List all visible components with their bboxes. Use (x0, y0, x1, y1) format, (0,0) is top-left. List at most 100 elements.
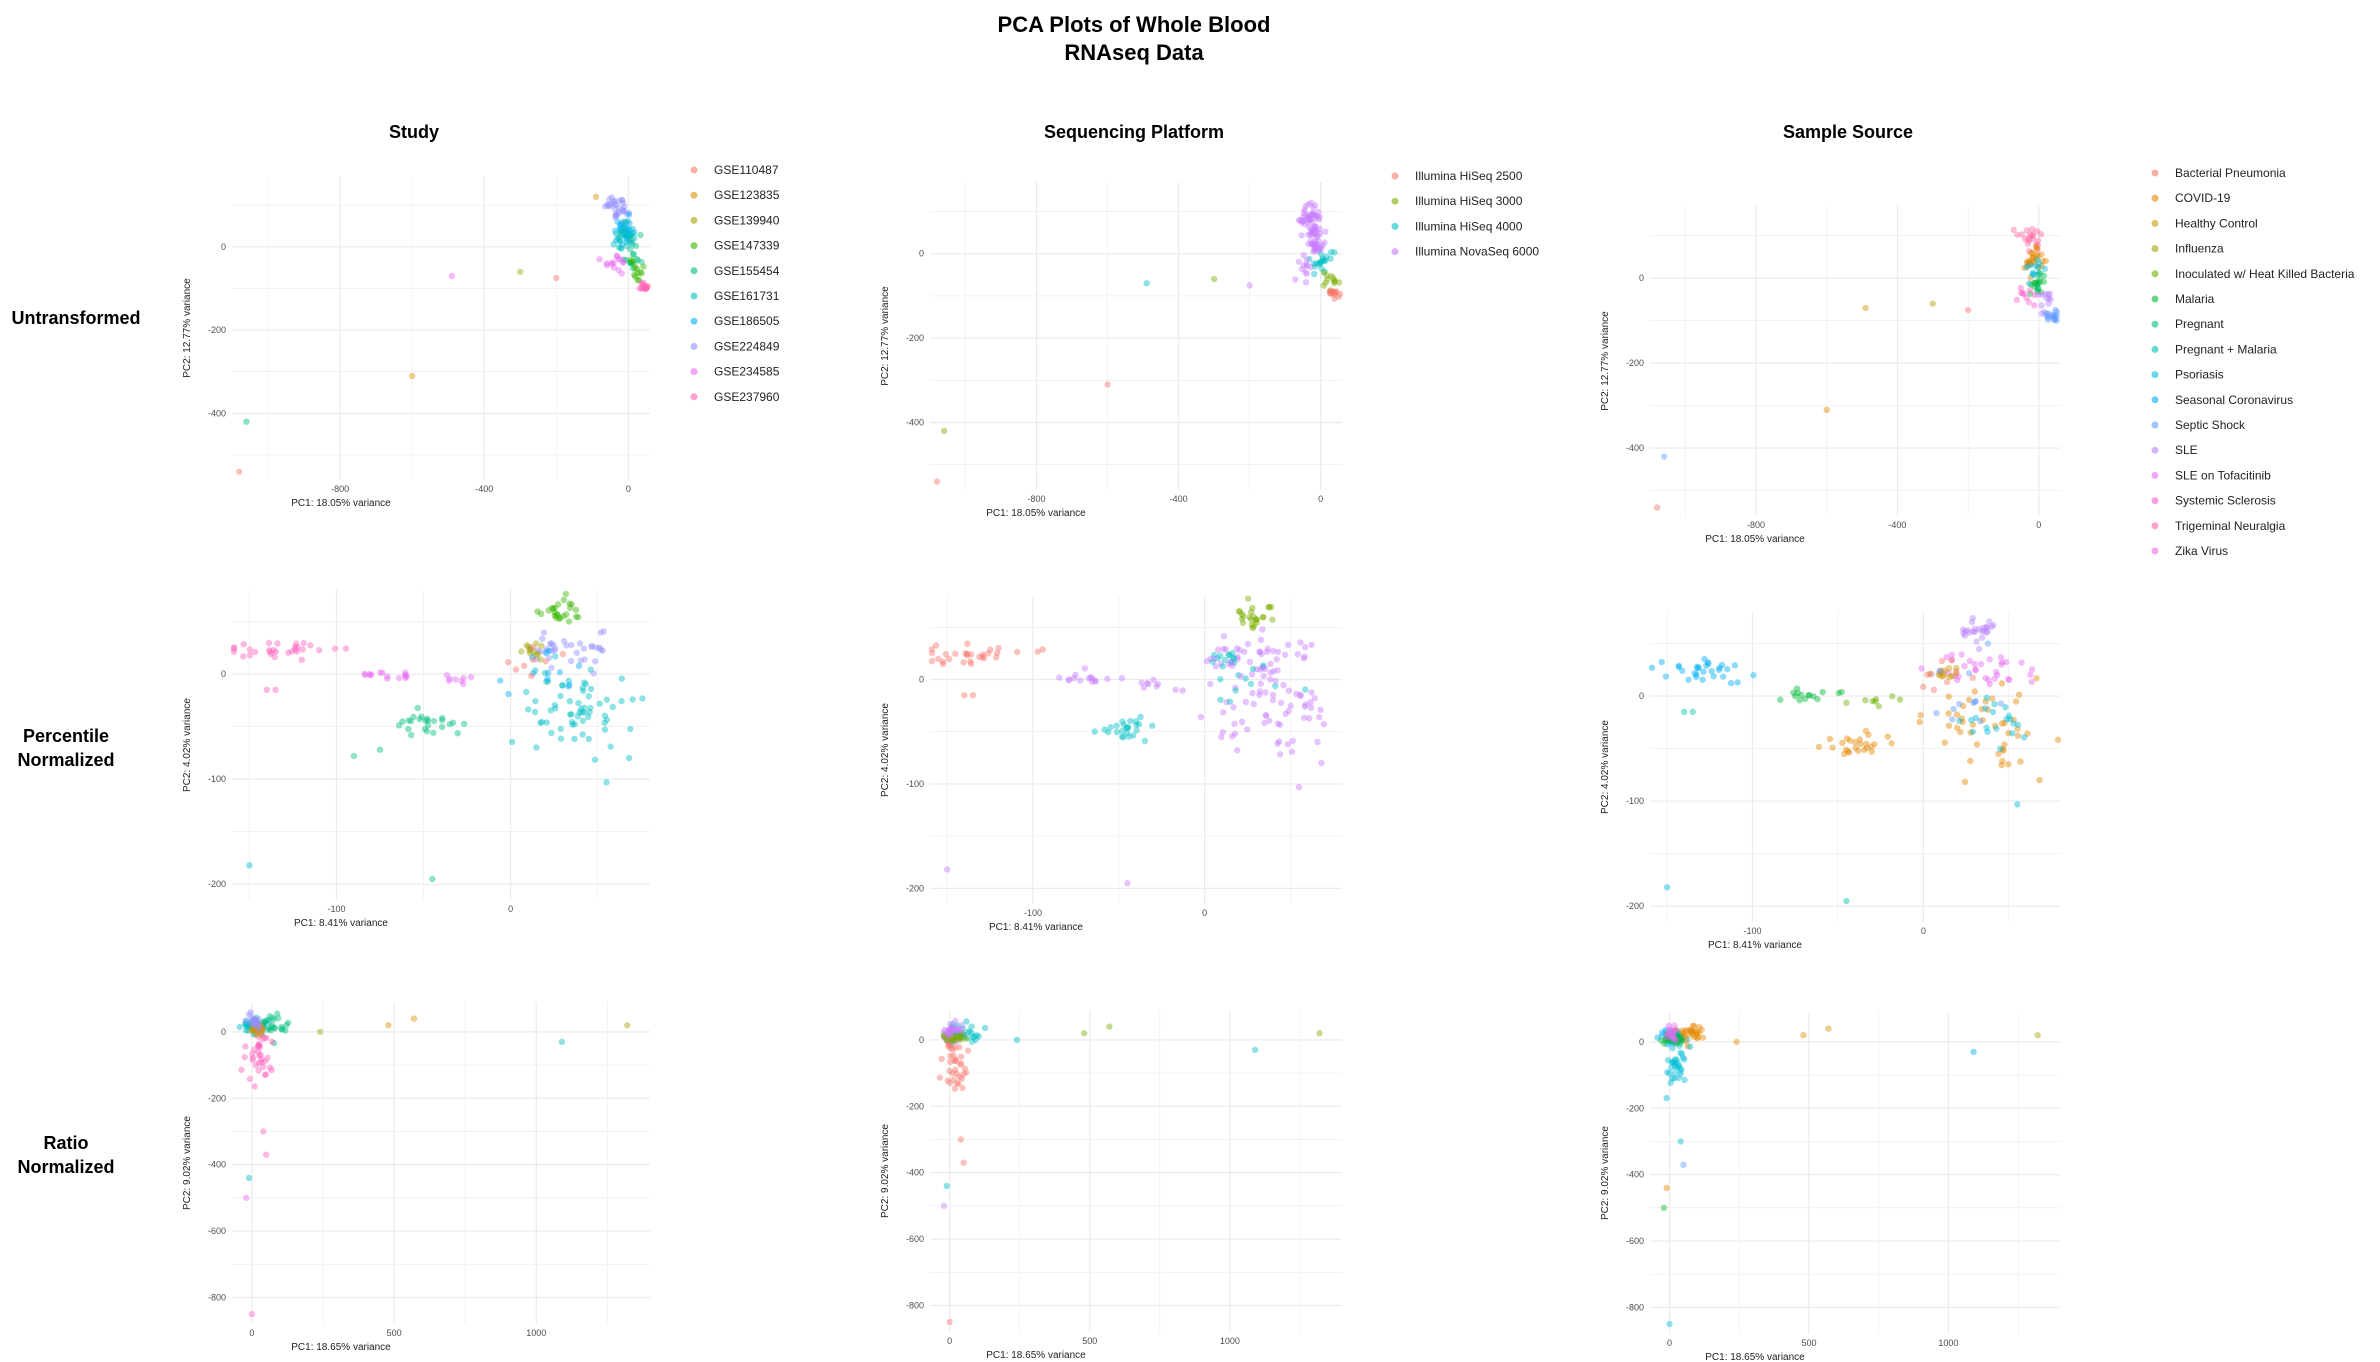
data-point (1222, 646, 1229, 653)
data-point (1998, 661, 2005, 668)
data-point (2028, 249, 2035, 257)
legend-swatch (2151, 219, 2159, 227)
data-point (940, 1032, 947, 1039)
data-point (255, 1016, 262, 1023)
data-point (259, 1018, 266, 1026)
data-point (1973, 638, 1980, 645)
data-point (1731, 662, 1739, 669)
data-point (254, 1024, 262, 1032)
data-point (1861, 746, 1868, 754)
data-point (1310, 212, 1317, 219)
data-point (626, 226, 633, 233)
data-point (264, 1016, 272, 1024)
data-point (547, 707, 554, 714)
data-point (952, 1017, 959, 1025)
data-point (1968, 716, 1975, 724)
data-point (1246, 658, 1254, 666)
data-point (1249, 624, 1257, 632)
data-point (1677, 1049, 1684, 1056)
data-point (1960, 626, 1967, 633)
data-point (1311, 243, 1319, 250)
data-point (1251, 1046, 1259, 1054)
data-point (950, 1030, 958, 1038)
data-point (1309, 240, 1317, 248)
data-point (530, 648, 537, 656)
data-point (958, 1053, 965, 1060)
data-point (1951, 672, 1958, 680)
data-point (1675, 662, 1683, 670)
data-point (385, 1022, 392, 1029)
data-point (947, 1058, 954, 1066)
data-point (565, 618, 573, 625)
data-point (1692, 673, 1700, 681)
data-point (1308, 210, 1315, 218)
data-point (1671, 1022, 1678, 1029)
data-point (1671, 1070, 1678, 1077)
data-point (240, 641, 247, 648)
data-point (555, 601, 562, 608)
data-point (992, 654, 1000, 661)
data-point (1318, 759, 1325, 767)
data-point (1669, 1059, 1676, 1066)
data-point (2034, 246, 2041, 253)
data-point (950, 1028, 957, 1035)
data-point (517, 268, 524, 275)
data-point (261, 1034, 268, 1042)
data-point (1991, 722, 1999, 730)
data-point (446, 675, 454, 682)
data-point (1230, 659, 1238, 667)
data-point (552, 705, 559, 712)
data-point (1104, 728, 1112, 736)
data-point (960, 1031, 967, 1038)
data-point (540, 629, 548, 636)
legend-study: GSE110487GSE123835GSE139940GSE147339GSE1… (690, 163, 780, 404)
data-point (1673, 1035, 1680, 1043)
data-point (547, 640, 554, 647)
data-point (618, 226, 626, 233)
data-point (1236, 608, 1244, 615)
data-point (553, 274, 560, 282)
data-point (1671, 1034, 1678, 1042)
data-point (1988, 623, 1995, 630)
data-point (581, 709, 588, 716)
data-point (2012, 698, 2020, 705)
data-point (255, 1033, 262, 1040)
data-point (1862, 304, 1869, 312)
data-point (2033, 675, 2040, 682)
data-point (1288, 748, 1296, 755)
data-point (1316, 245, 1324, 253)
data-point (1307, 237, 1315, 244)
x-tick-label: 0 (1318, 494, 1323, 504)
data-point (1926, 670, 1934, 678)
data-point (2031, 259, 2038, 266)
data-point (625, 211, 633, 218)
data-point (249, 1054, 257, 1062)
x-tick-label: -400 (475, 484, 493, 494)
data-point (241, 1021, 249, 1028)
data-point (1331, 288, 1339, 295)
data-point (1983, 694, 1990, 701)
data-point (553, 614, 560, 621)
data-point (1671, 1075, 1678, 1082)
data-point (366, 670, 373, 678)
data-point (2025, 259, 2032, 266)
data-point (1127, 717, 1134, 725)
data-point (995, 644, 1002, 652)
data-point (361, 671, 369, 679)
data-point (623, 238, 630, 246)
data-point (1672, 1038, 1679, 1045)
data-point (1843, 699, 1850, 706)
data-point (1865, 731, 1872, 739)
legend-label: Illumina HiSeq 4000 (1415, 219, 1523, 233)
data-point (249, 1026, 256, 1033)
data-point (251, 648, 259, 656)
data-point (454, 729, 461, 737)
data-point (1945, 693, 1952, 700)
data-point (1961, 662, 1968, 670)
data-point (961, 1065, 969, 1072)
data-point (245, 1174, 253, 1182)
data-point (615, 266, 622, 274)
data-point (1225, 660, 1232, 668)
